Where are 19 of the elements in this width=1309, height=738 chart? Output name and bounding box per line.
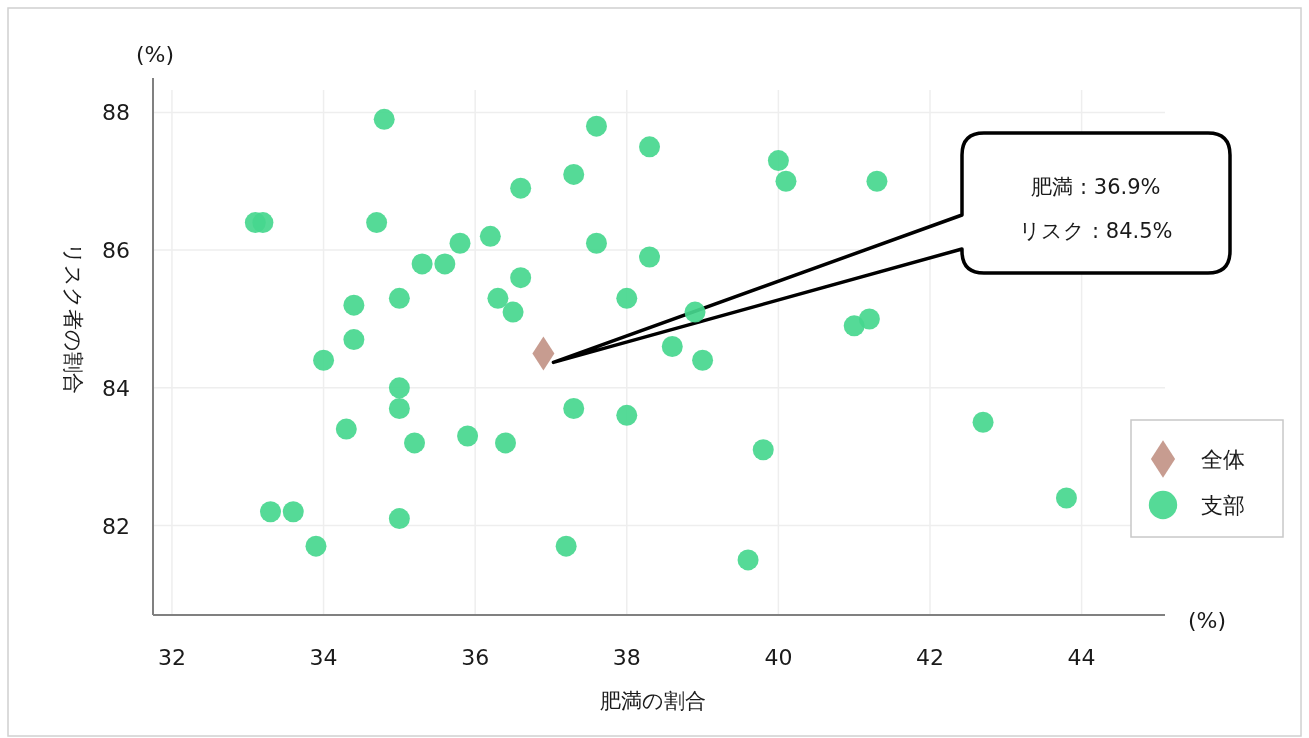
x-tick-label: 42 — [916, 645, 944, 670]
y-tick-label: 88 — [102, 100, 130, 126]
legend-label: 支部 — [1201, 493, 1245, 518]
y-tick-label: 84 — [102, 375, 130, 401]
text: (%) — [135, 42, 175, 67]
y-axis-title: リスク者の割合 — [61, 243, 85, 395]
x-tick-label: 36 — [461, 645, 490, 670]
annotation: リスク : 84.5% — [1019, 219, 1173, 243]
y-tick-label: 86 — [102, 238, 130, 264]
x-tick-label: 38 — [612, 645, 641, 670]
x-tick-label: 40 — [764, 645, 793, 670]
x-tick-label: 44 — [1067, 645, 1096, 670]
x-tick-label: 34 — [309, 645, 338, 670]
text: (%) — [1187, 608, 1227, 633]
x-axis-title: 肥満の割合 — [600, 689, 706, 713]
x-tick-label: 32 — [157, 645, 186, 670]
y-tick-label: 82 — [102, 513, 130, 539]
legend-label: 全体 — [1201, 447, 1245, 472]
annotation: 肥満 : 36.9% — [1031, 175, 1161, 199]
